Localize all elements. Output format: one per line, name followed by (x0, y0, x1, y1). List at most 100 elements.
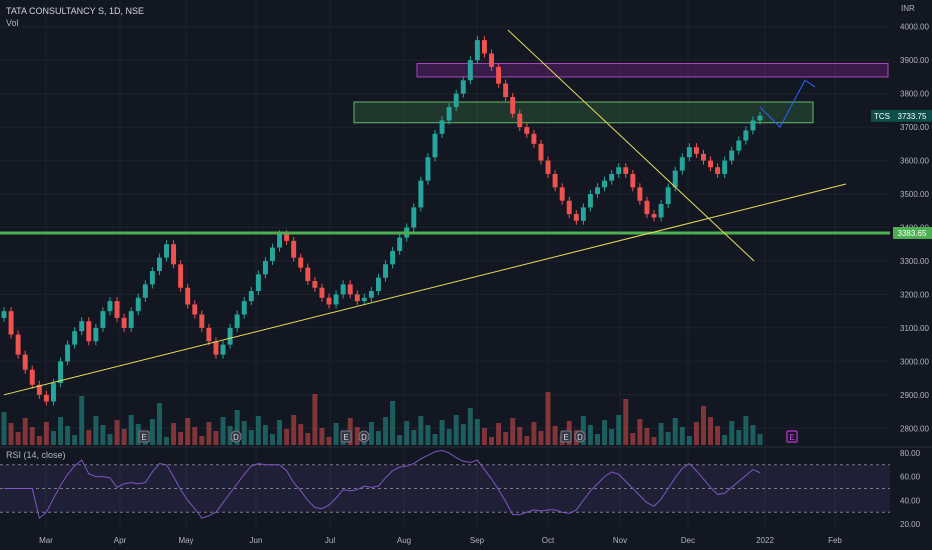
candle (192, 304, 198, 315)
volume-bar (397, 435, 403, 445)
y-tick-label: 2900.00 (900, 391, 929, 400)
candle (128, 311, 134, 328)
candle (65, 344, 71, 362)
earnings-marker: E (138, 430, 150, 443)
candle (623, 167, 629, 174)
candle (418, 180, 424, 208)
volume-bar (199, 436, 205, 445)
volume-bar (602, 420, 608, 445)
x-tick-label: May (178, 536, 193, 545)
volume-bar (15, 432, 21, 445)
earnings-marker: E (560, 430, 572, 443)
y-tick-label: 3200.00 (900, 290, 929, 299)
candle (701, 153, 706, 161)
x-tick-label: Dec (681, 536, 695, 545)
symbol-title: TATA CONSULTANCY S, 1D, NSE (6, 6, 145, 16)
candle (637, 187, 643, 201)
volume-bar (93, 416, 99, 445)
candle (467, 60, 473, 81)
candle (616, 167, 622, 174)
candle (552, 173, 558, 188)
candle (432, 133, 438, 158)
marker-text: E (141, 433, 146, 442)
volume-bar (241, 421, 247, 445)
volume-bar (623, 399, 629, 445)
price-text: 3383.65 (898, 229, 927, 238)
candle (319, 287, 325, 298)
earnings-marker: E (340, 430, 352, 443)
volume-bar (722, 435, 728, 445)
volume-bar (178, 432, 184, 445)
volume-bar (50, 431, 56, 445)
volume-bar (284, 429, 290, 445)
candle (171, 244, 177, 265)
rsi-tick-label: 80.00 (900, 449, 921, 458)
candle (411, 207, 417, 228)
volume-bar (580, 416, 586, 445)
dividend-marker: D (358, 430, 370, 443)
y-tick-label: 3900.00 (900, 56, 929, 65)
volume-bar (609, 429, 615, 445)
descending-trendline (507, 29, 755, 262)
marker-box (138, 430, 150, 443)
rsi-line (4, 450, 761, 520)
x-tick-label: Mar (39, 536, 53, 545)
volume-bar (22, 418, 28, 445)
candle (566, 200, 572, 215)
volume-bar (404, 421, 410, 445)
x-tick-label: Apr (114, 536, 127, 545)
volume-bar (390, 401, 396, 445)
volume-label: Vol (6, 18, 19, 28)
candle (361, 297, 367, 302)
volume-bar (248, 430, 254, 445)
volume-bar (616, 415, 622, 445)
candle (72, 331, 78, 345)
candle (135, 297, 141, 312)
x-tick-label: Nov (613, 536, 627, 545)
volume-bar (8, 423, 14, 445)
candle (50, 383, 56, 402)
volume-bar (545, 392, 551, 445)
volume-bar (411, 430, 417, 445)
candle (312, 281, 318, 288)
volume-bar (729, 421, 735, 445)
candle (729, 150, 735, 161)
marker-text: D (233, 433, 239, 442)
candle (531, 133, 537, 144)
candle (644, 200, 650, 215)
marker-box (358, 430, 370, 443)
candle (262, 260, 268, 275)
marker-box (786, 430, 798, 443)
volume-bar (587, 425, 593, 445)
volume-bar (368, 422, 374, 445)
candle (587, 194, 593, 208)
candle (8, 311, 14, 335)
candle (743, 130, 749, 141)
x-tick-label: Aug (397, 536, 411, 545)
volume-bar (354, 427, 360, 445)
candle (757, 115, 763, 121)
candle (715, 167, 721, 174)
candle (284, 234, 290, 241)
volume-bar (65, 426, 71, 445)
volume-bar (517, 427, 523, 445)
candle (93, 327, 99, 342)
volume-bar (72, 435, 78, 445)
candle (524, 127, 530, 134)
candle (686, 147, 692, 158)
volume-bar (121, 429, 127, 445)
volume-bar (149, 419, 155, 445)
volume-bar (743, 416, 749, 445)
candle (573, 214, 579, 221)
y-tick-label: 3100.00 (900, 324, 929, 333)
candle (29, 369, 35, 385)
candle (1, 311, 7, 318)
candle (149, 271, 155, 285)
candle (503, 83, 509, 97)
x-tick-label: Jul (325, 536, 335, 545)
candle (291, 240, 297, 258)
candle (255, 274, 261, 292)
volume-bar (481, 428, 487, 445)
volume-bar (312, 394, 318, 445)
